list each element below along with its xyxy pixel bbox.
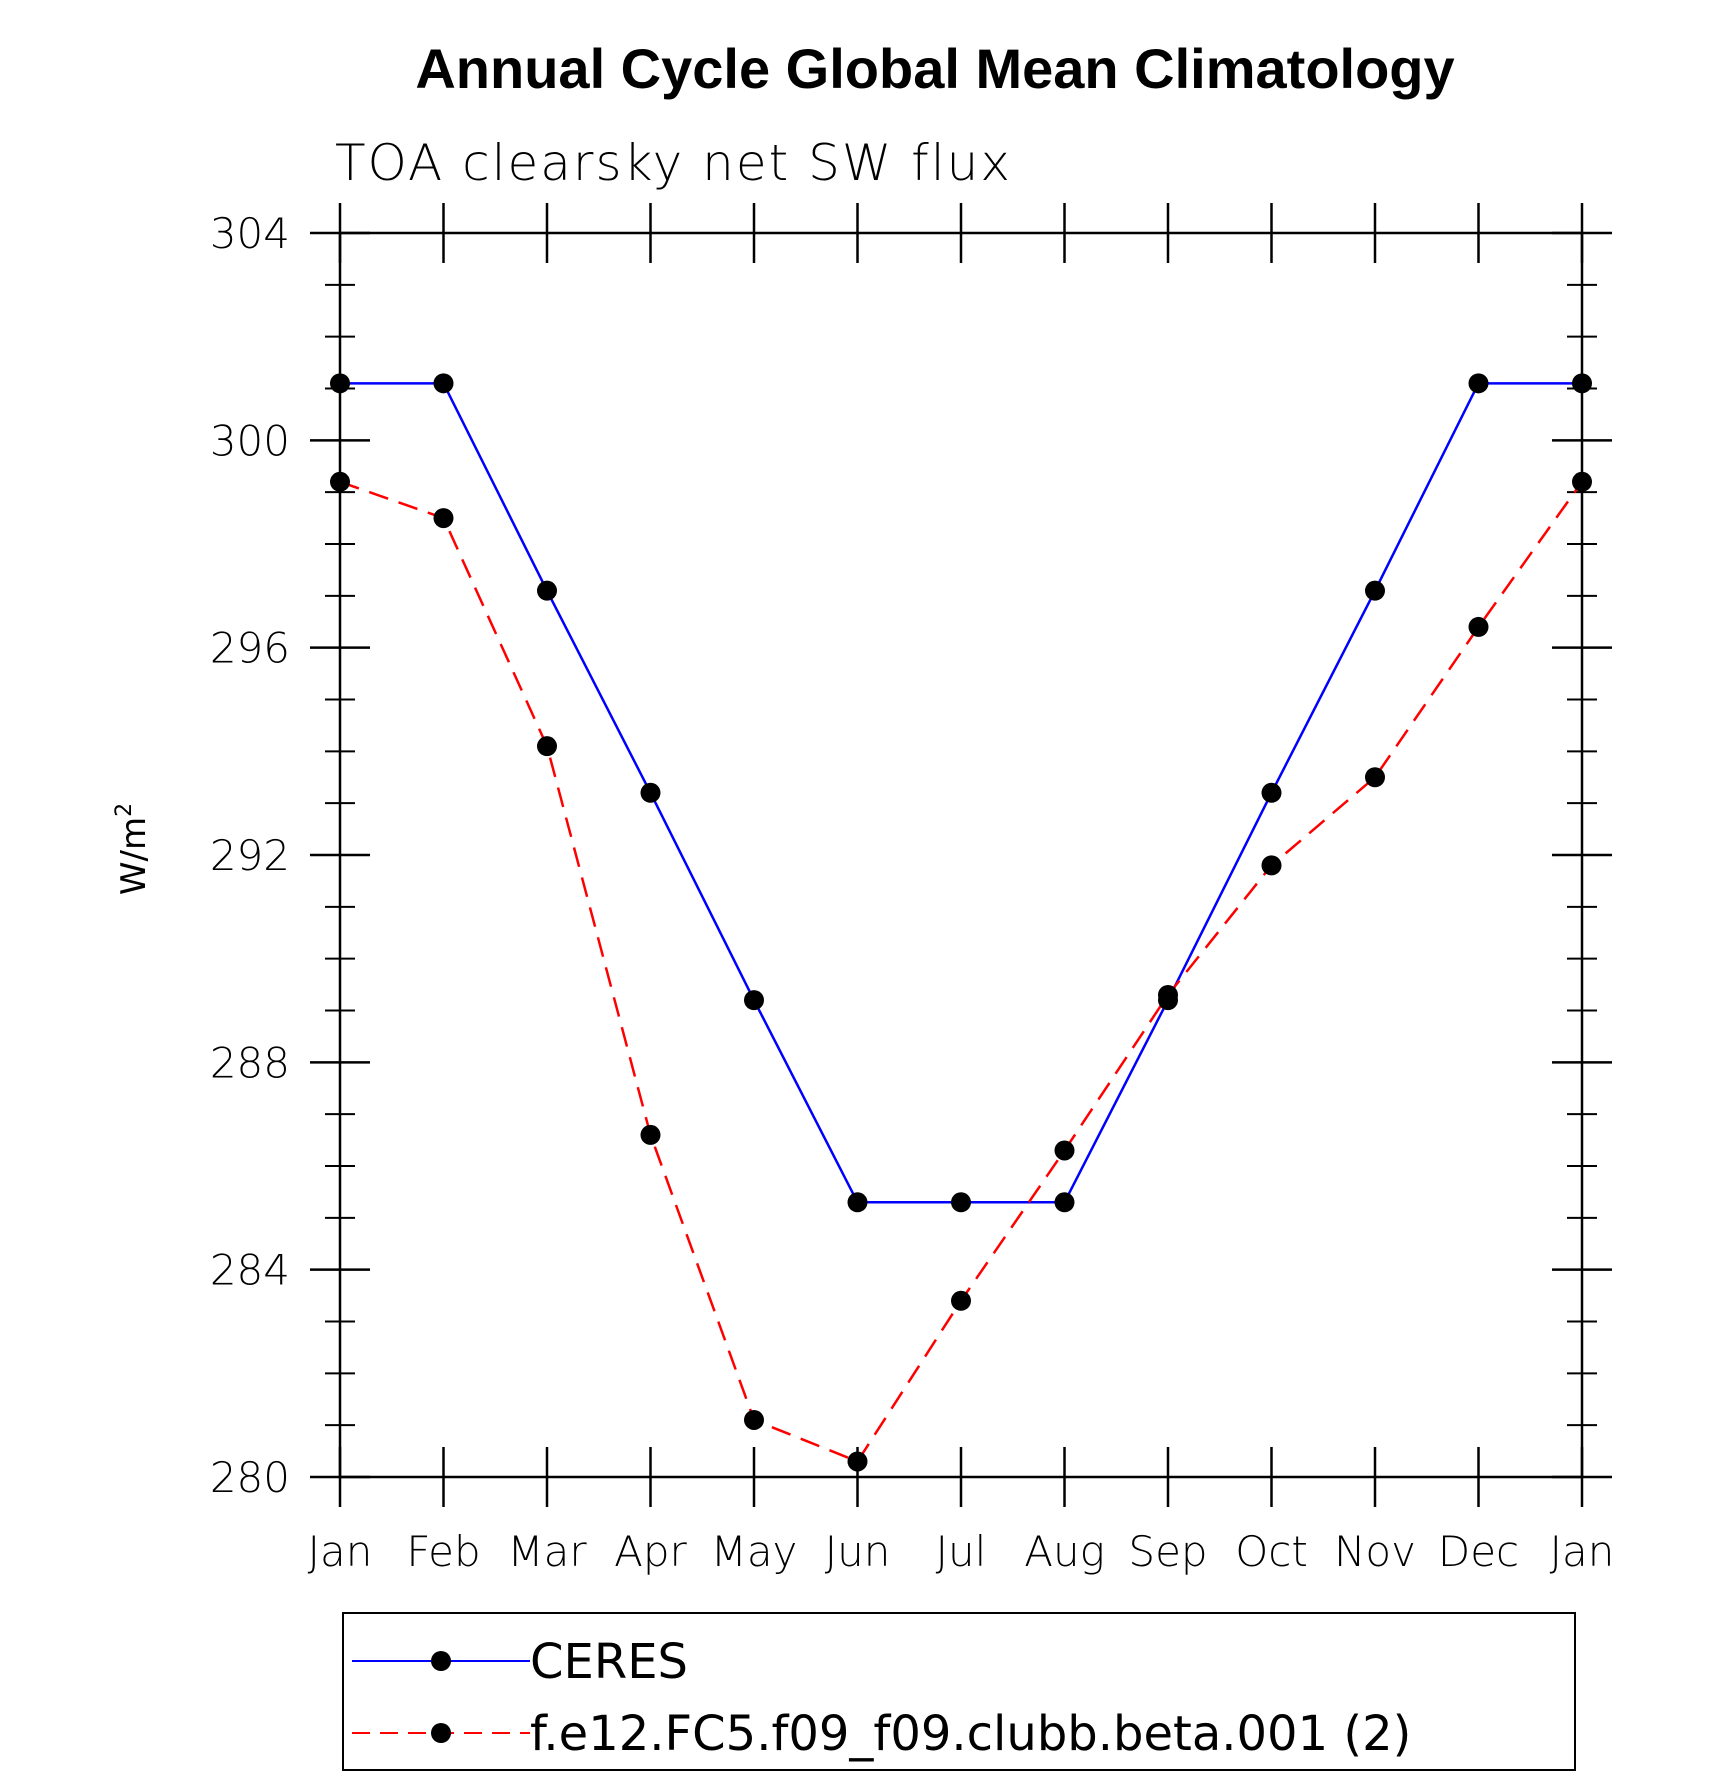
series-0-point: [1261, 782, 1282, 803]
series-1-point: [640, 1124, 661, 1145]
legend-label-model: f.e12.FC5.f09_f09.clubb.beta.001 (2): [530, 1706, 1411, 1762]
series-0-point: [537, 580, 557, 601]
series-1-point: [1572, 471, 1592, 492]
series-0-point: [1054, 1192, 1075, 1213]
x-tick-label: May: [711, 1527, 798, 1576]
series-1-point: [1468, 616, 1489, 637]
series-1-point: [951, 1290, 971, 1311]
series-1-point: [847, 1451, 868, 1472]
series-1-point: [433, 508, 454, 529]
series-0-point: [1468, 373, 1489, 394]
x-tick-label: Oct: [1235, 1527, 1308, 1576]
series-1-point: [1365, 767, 1385, 788]
y-tick-label: 292: [210, 831, 290, 880]
x-tick-label: Dec: [1438, 1527, 1519, 1576]
y-tick-label: 296: [210, 624, 290, 673]
y-tick-label: 300: [210, 416, 290, 465]
series-1-point: [1158, 984, 1178, 1005]
series-layer: [330, 373, 1592, 1472]
series-1-point: [330, 471, 350, 492]
series-0-point: [1572, 373, 1592, 394]
series-0-point: [847, 1192, 868, 1213]
x-tick-label: Aug: [1024, 1527, 1105, 1576]
y-axis-label: W/m2: [112, 803, 154, 895]
series-0-point: [330, 373, 350, 394]
series-1-point: [1261, 855, 1282, 876]
x-tick-label: Jan: [308, 1527, 373, 1576]
y-tick-label: 304: [210, 209, 290, 258]
series-0-point: [1365, 580, 1385, 601]
y-tick-label: 284: [210, 1246, 290, 1295]
legend-box: [342, 1612, 1576, 1771]
x-tick-label: Jan: [1550, 1527, 1615, 1576]
series-1-point: [1054, 1140, 1075, 1161]
series-0-point: [433, 373, 454, 394]
x-tick-label: Jun: [825, 1527, 891, 1576]
series-0-point: [640, 782, 661, 803]
legend-marker-model: [431, 1723, 451, 1743]
y-tick-label: 288: [210, 1038, 290, 1087]
plot-frame: [338, 231, 1584, 1479]
series-0-point: [951, 1192, 971, 1213]
legend-label-ceres: CERES: [530, 1634, 688, 1690]
x-tick-label: Nov: [1334, 1527, 1416, 1576]
legend: CERES f.e12.FC5.f09_f09.clubb.beta.001 (…: [342, 1612, 1576, 1771]
x-tick-label: Apr: [614, 1527, 687, 1576]
series-1-point: [537, 736, 557, 757]
series-line-0: [340, 382, 1582, 1204]
y-tick-label: 280: [210, 1453, 290, 1502]
axes: Jan Feb Mar Apr May Jun Jul Aug Sep Oct Nov Dec Jan 2…: [210, 203, 1615, 1576]
chart-title: Annual Cycle Global Mean Climatology: [415, 37, 1454, 100]
legend-marker-ceres: [431, 1651, 451, 1671]
chart-subtitle: TOA clearsky net SW flux: [335, 134, 1012, 192]
series-1-point: [744, 1409, 764, 1430]
series-0-point: [744, 990, 764, 1011]
series-line-1: [339, 480, 1584, 1463]
x-tick-label: Feb: [406, 1527, 480, 1576]
x-tick-label: Sep: [1128, 1527, 1207, 1576]
x-tick-label: Mar: [507, 1527, 587, 1576]
x-tick-label: Jul: [936, 1527, 987, 1576]
